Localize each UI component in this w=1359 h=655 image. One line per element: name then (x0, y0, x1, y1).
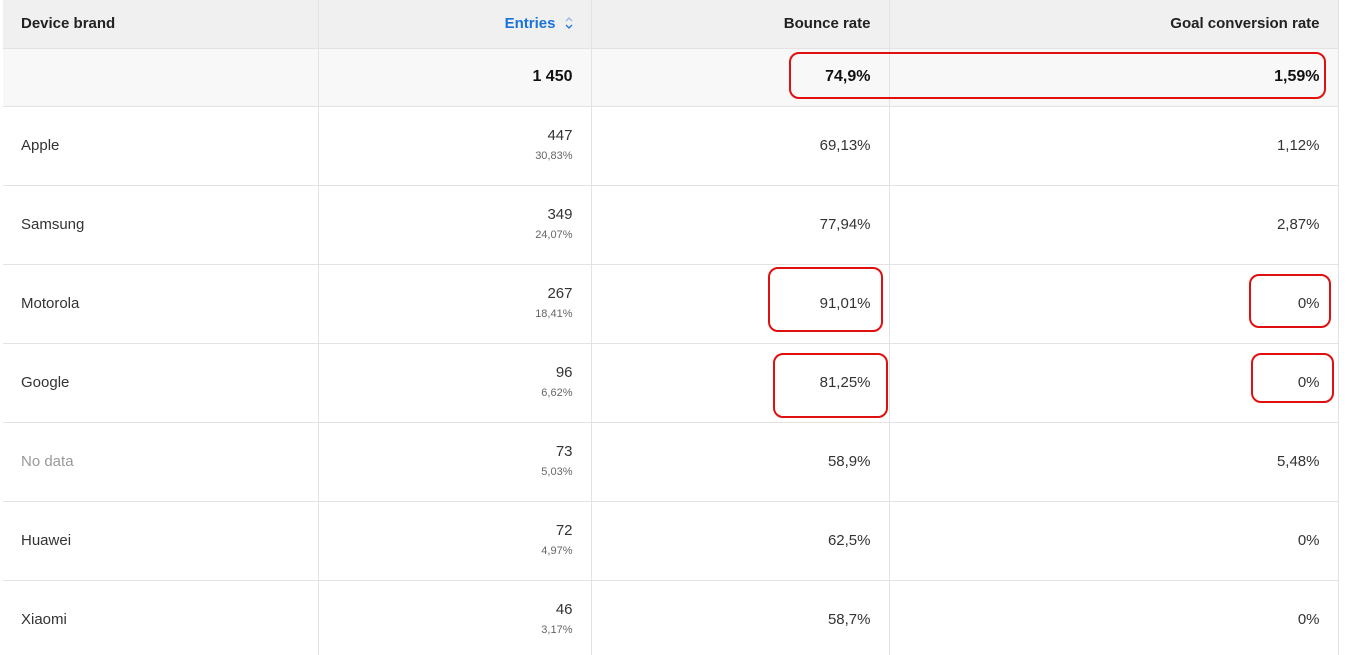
goal-conversion-rate-cell: 0% (889, 501, 1339, 581)
column-header-label: Entries (504, 15, 556, 33)
table-row[interactable]: Samsung 349 24,07% 77,94% 2,87% (3, 185, 1339, 265)
goal-conversion-rate-cell: 0% (889, 264, 1339, 344)
entries-share: 3,17% (541, 624, 573, 636)
device-brand-report-table: Device brand Entries Bounce rate Goal co… (3, 0, 1339, 655)
column-header-goal-conversion-rate[interactable]: Goal conversion rate (889, 0, 1339, 49)
entries-value: 447 (547, 127, 573, 144)
sort-desc-icon[interactable] (565, 17, 573, 30)
goal-conversion-rate-cell: 2,87% (889, 185, 1339, 265)
entries-value: 267 (547, 285, 573, 302)
bounce-rate-cell: 58,9% (591, 422, 890, 502)
bounce-rate-cell: 77,94% (591, 185, 890, 265)
entries-value: 73 (555, 443, 573, 460)
entries-cell: 72 4,97% (318, 501, 592, 581)
table-row[interactable]: Motorola 267 18,41% 91,01% 0% (3, 264, 1339, 344)
brand-cell: Motorola (3, 264, 319, 344)
column-header-device-brand[interactable]: Device brand (3, 0, 319, 49)
entries-value: 72 (555, 522, 573, 539)
column-header-label: Goal conversion rate (1170, 15, 1320, 33)
column-header-entries[interactable]: Entries (318, 0, 592, 49)
entries-cell: 447 30,83% (318, 106, 592, 186)
goal-conversion-rate-cell: 1,12% (889, 106, 1339, 186)
entries-cell: 267 18,41% (318, 264, 592, 344)
bounce-rate-cell: 81,25% (591, 343, 890, 423)
table-header-row: Device brand Entries Bounce rate Goal co… (3, 0, 1339, 49)
entries-cell: 73 5,03% (318, 422, 592, 502)
goal-conversion-rate-cell: 0% (889, 343, 1339, 423)
bounce-rate-cell: 62,5% (591, 501, 890, 581)
totals-row: 1 450 74,9% 1,59% (3, 48, 1339, 107)
brand-cell: Xiaomi (3, 580, 319, 655)
goal-conversion-rate-cell: 5,48% (889, 422, 1339, 502)
entries-value: 96 (555, 364, 573, 381)
column-header-label: Bounce rate (783, 15, 871, 33)
entries-share: 18,41% (535, 308, 573, 320)
column-header-bounce-rate[interactable]: Bounce rate (591, 0, 890, 49)
table-row[interactable]: No data 73 5,03% 58,9% 5,48% (3, 422, 1339, 502)
brand-cell: Huawei (3, 501, 319, 581)
entries-share: 4,97% (541, 545, 573, 557)
totals-goal-conversion-rate: 1,59% (889, 48, 1339, 107)
entries-cell: 349 24,07% (318, 185, 592, 265)
brand-cell: Apple (3, 106, 319, 186)
entries-cell: 46 3,17% (318, 580, 592, 655)
brand-cell: Samsung (3, 185, 319, 265)
entries-share: 5,03% (541, 466, 573, 478)
entries-share: 30,83% (535, 150, 573, 162)
table-row[interactable]: Xiaomi 46 3,17% 58,7% 0% (3, 580, 1339, 655)
bounce-rate-cell: 58,7% (591, 580, 890, 655)
entries-share: 24,07% (535, 229, 573, 241)
entries-value: 46 (555, 601, 573, 618)
entries-cell: 96 6,62% (318, 343, 592, 423)
totals-bounce-rate: 74,9% (591, 48, 890, 107)
entries-value: 349 (547, 206, 573, 223)
brand-cell: Google (3, 343, 319, 423)
goal-conversion-rate-cell: 0% (889, 580, 1339, 655)
table-row[interactable]: Google 96 6,62% 81,25% 0% (3, 343, 1339, 423)
entries-share: 6,62% (541, 387, 573, 399)
column-header-label: Device brand (21, 15, 116, 33)
table-row[interactable]: Apple 447 30,83% 69,13% 1,12% (3, 106, 1339, 186)
totals-entries: 1 450 (318, 48, 592, 107)
bounce-rate-cell: 91,01% (591, 264, 890, 344)
bounce-rate-cell: 69,13% (591, 106, 890, 186)
brand-cell: No data (3, 422, 319, 502)
totals-label-cell (3, 48, 319, 107)
table-row[interactable]: Huawei 72 4,97% 62,5% 0% (3, 501, 1339, 581)
